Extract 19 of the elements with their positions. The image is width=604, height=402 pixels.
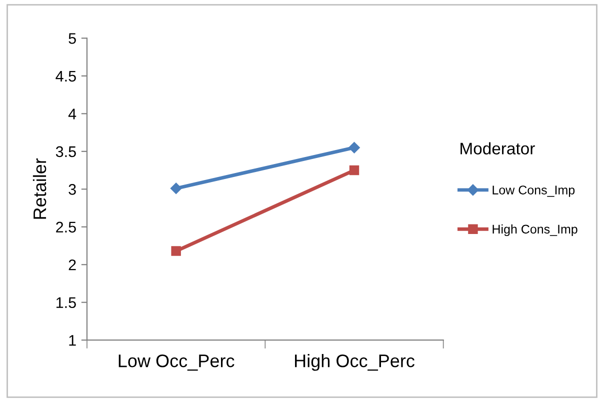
x-tick-label: Low Occ_Perc bbox=[118, 354, 234, 371]
y-tick-label: 3 bbox=[68, 184, 76, 195]
y-tick-label: 2.5 bbox=[56, 222, 76, 233]
point bbox=[171, 246, 181, 256]
x-tick-label: High Occ_Perc bbox=[295, 354, 414, 371]
y-tick-label: 2 bbox=[68, 259, 76, 270]
point bbox=[170, 182, 182, 194]
y-axis-title: Retailer bbox=[32, 158, 46, 219]
y-tick-label: 4 bbox=[68, 108, 76, 120]
legend-label: Low Cons_Imp bbox=[492, 186, 575, 197]
y-tick-label: 1 bbox=[69, 335, 76, 346]
legend-label: High Cons_Imp bbox=[492, 224, 578, 236]
point bbox=[348, 142, 360, 154]
point bbox=[349, 165, 360, 176]
y-tick-label: 4.5 bbox=[56, 70, 76, 82]
y-tick-label: 5 bbox=[68, 33, 76, 44]
y-tick-label: 3.5 bbox=[56, 146, 76, 158]
legend-title: Moderator bbox=[460, 142, 535, 154]
y-tick-label: 1.5 bbox=[56, 297, 76, 308]
